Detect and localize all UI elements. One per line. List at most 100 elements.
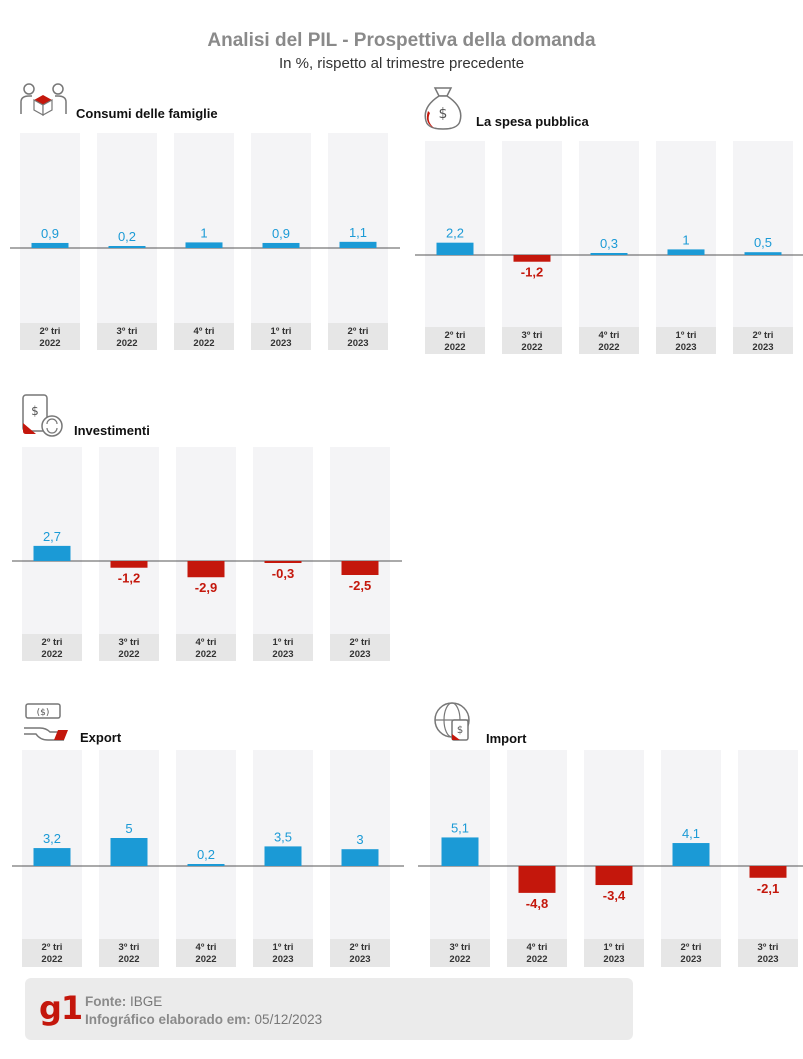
panel-title-export: Export xyxy=(80,730,122,745)
bar-positive xyxy=(108,246,146,248)
category-label-year: 2022 xyxy=(116,338,137,349)
data-label: -2,5 xyxy=(349,578,371,593)
svg-text:$: $ xyxy=(457,725,463,736)
data-label: -3,4 xyxy=(603,888,626,903)
category-label-year: 2022 xyxy=(195,954,216,965)
data-label: 0,3 xyxy=(600,236,618,251)
category-label-quarter: 2º tri xyxy=(350,942,371,953)
column-background xyxy=(507,750,567,967)
category-label-box xyxy=(656,327,716,354)
data-label: 0,2 xyxy=(118,229,136,244)
category-label-quarter: 1º tri xyxy=(604,942,625,953)
category-label-box xyxy=(425,327,485,354)
bar-positive xyxy=(110,838,148,866)
svg-text:$: $ xyxy=(439,106,448,122)
date-value: 05/12/2023 xyxy=(254,1012,323,1027)
column-background xyxy=(584,750,644,967)
page-subtitle: In %, rispetto al trimestre precedente xyxy=(278,55,525,72)
g1-logo: g1 xyxy=(39,989,83,1027)
category-label-quarter: 3º tri xyxy=(119,637,140,648)
category-label-year: 2023 xyxy=(603,954,624,965)
data-label: 2,7 xyxy=(43,529,61,544)
data-label: 3,2 xyxy=(43,831,61,846)
category-label-box xyxy=(584,939,644,967)
category-label-box xyxy=(176,634,236,661)
panel-header-import: $ Import xyxy=(430,700,800,748)
bar-positive xyxy=(341,849,379,866)
bar-positive xyxy=(672,843,710,866)
category-label-quarter: 1º tri xyxy=(271,326,292,337)
category-label-year: 2023 xyxy=(272,954,293,965)
column-background xyxy=(738,750,798,967)
category-label-quarter: 1º tri xyxy=(273,942,294,953)
category-label-quarter: 3º tri xyxy=(117,326,138,337)
category-label-year: 2022 xyxy=(193,338,214,349)
column-background xyxy=(253,447,313,661)
category-label-box xyxy=(330,634,390,661)
category-label-quarter: 3º tri xyxy=(758,942,779,953)
money-bag-icon: $ xyxy=(424,87,462,130)
data-label: 3,5 xyxy=(274,829,292,844)
bar-positive xyxy=(436,242,474,255)
category-label-year: 2022 xyxy=(195,649,216,660)
category-label-quarter: 2º tri xyxy=(681,942,702,953)
bar-negative xyxy=(595,866,633,886)
category-label-quarter: 1º tri xyxy=(676,330,697,341)
column-background xyxy=(176,750,236,967)
category-label-box xyxy=(97,323,157,350)
panel-title-spesa: La spesa pubblica xyxy=(476,114,589,129)
bar-negative xyxy=(513,255,551,262)
source-line: Fonte: IBGE xyxy=(85,994,162,1009)
data-label: 1 xyxy=(682,232,689,247)
data-label: 1,1 xyxy=(349,225,367,240)
category-label-year: 2022 xyxy=(41,954,62,965)
category-label-year: 2022 xyxy=(39,338,60,349)
category-label-quarter: 4º tri xyxy=(527,942,548,953)
category-label-year: 2022 xyxy=(526,954,547,965)
bar-negative xyxy=(187,561,225,578)
data-label: -2,9 xyxy=(195,580,217,595)
panel-header-investimenti: $ Investimenti xyxy=(18,393,388,441)
category-label-quarter: 2º tri xyxy=(753,330,774,341)
category-label-box xyxy=(99,634,159,661)
column-background xyxy=(251,133,311,350)
panel-header-spesa: $ La spesa pubblica xyxy=(418,85,788,133)
bar-positive xyxy=(264,846,302,866)
export-cash-hand-icon: ($) xyxy=(24,703,68,741)
bar-positive xyxy=(441,837,479,866)
page-title: Analisi del PIL - Prospettiva della doma… xyxy=(207,30,596,51)
source-label: Fonte: xyxy=(85,994,127,1009)
category-label-quarter: 2º tri xyxy=(42,942,63,953)
category-label-box xyxy=(733,327,793,354)
data-label: 2,2 xyxy=(446,226,464,241)
bar-positive xyxy=(33,545,71,561)
category-label-box xyxy=(502,327,562,354)
bar-positive xyxy=(187,864,225,866)
category-label-box xyxy=(661,939,721,967)
category-label-year: 2022 xyxy=(521,342,542,353)
bar-negative xyxy=(518,866,556,893)
bar-positive xyxy=(667,249,705,255)
category-label-quarter: 3º tri xyxy=(522,330,543,341)
category-label-box xyxy=(251,323,311,350)
category-label-quarter: 3º tri xyxy=(119,942,140,953)
category-label-quarter: 2º tri xyxy=(40,326,61,337)
category-label-quarter: 3º tri xyxy=(450,942,471,953)
category-label-quarter: 2º tri xyxy=(42,637,63,648)
category-label-year: 2023 xyxy=(349,954,370,965)
bar-negative xyxy=(749,866,787,878)
panel-title-import: Import xyxy=(486,731,527,746)
data-label: 4,1 xyxy=(682,826,700,841)
data-label: 0,9 xyxy=(272,226,290,241)
column-background xyxy=(328,133,388,350)
bar-negative xyxy=(110,561,148,568)
bar-positive xyxy=(33,848,71,866)
data-label: -0,3 xyxy=(272,566,294,581)
category-label-year: 2023 xyxy=(680,954,701,965)
category-label-box xyxy=(22,634,82,661)
category-label-quarter: 4º tri xyxy=(196,942,217,953)
panel-title-consumi: Consumi delle famiglie xyxy=(76,106,218,121)
svg-text:($): ($) xyxy=(37,708,50,718)
